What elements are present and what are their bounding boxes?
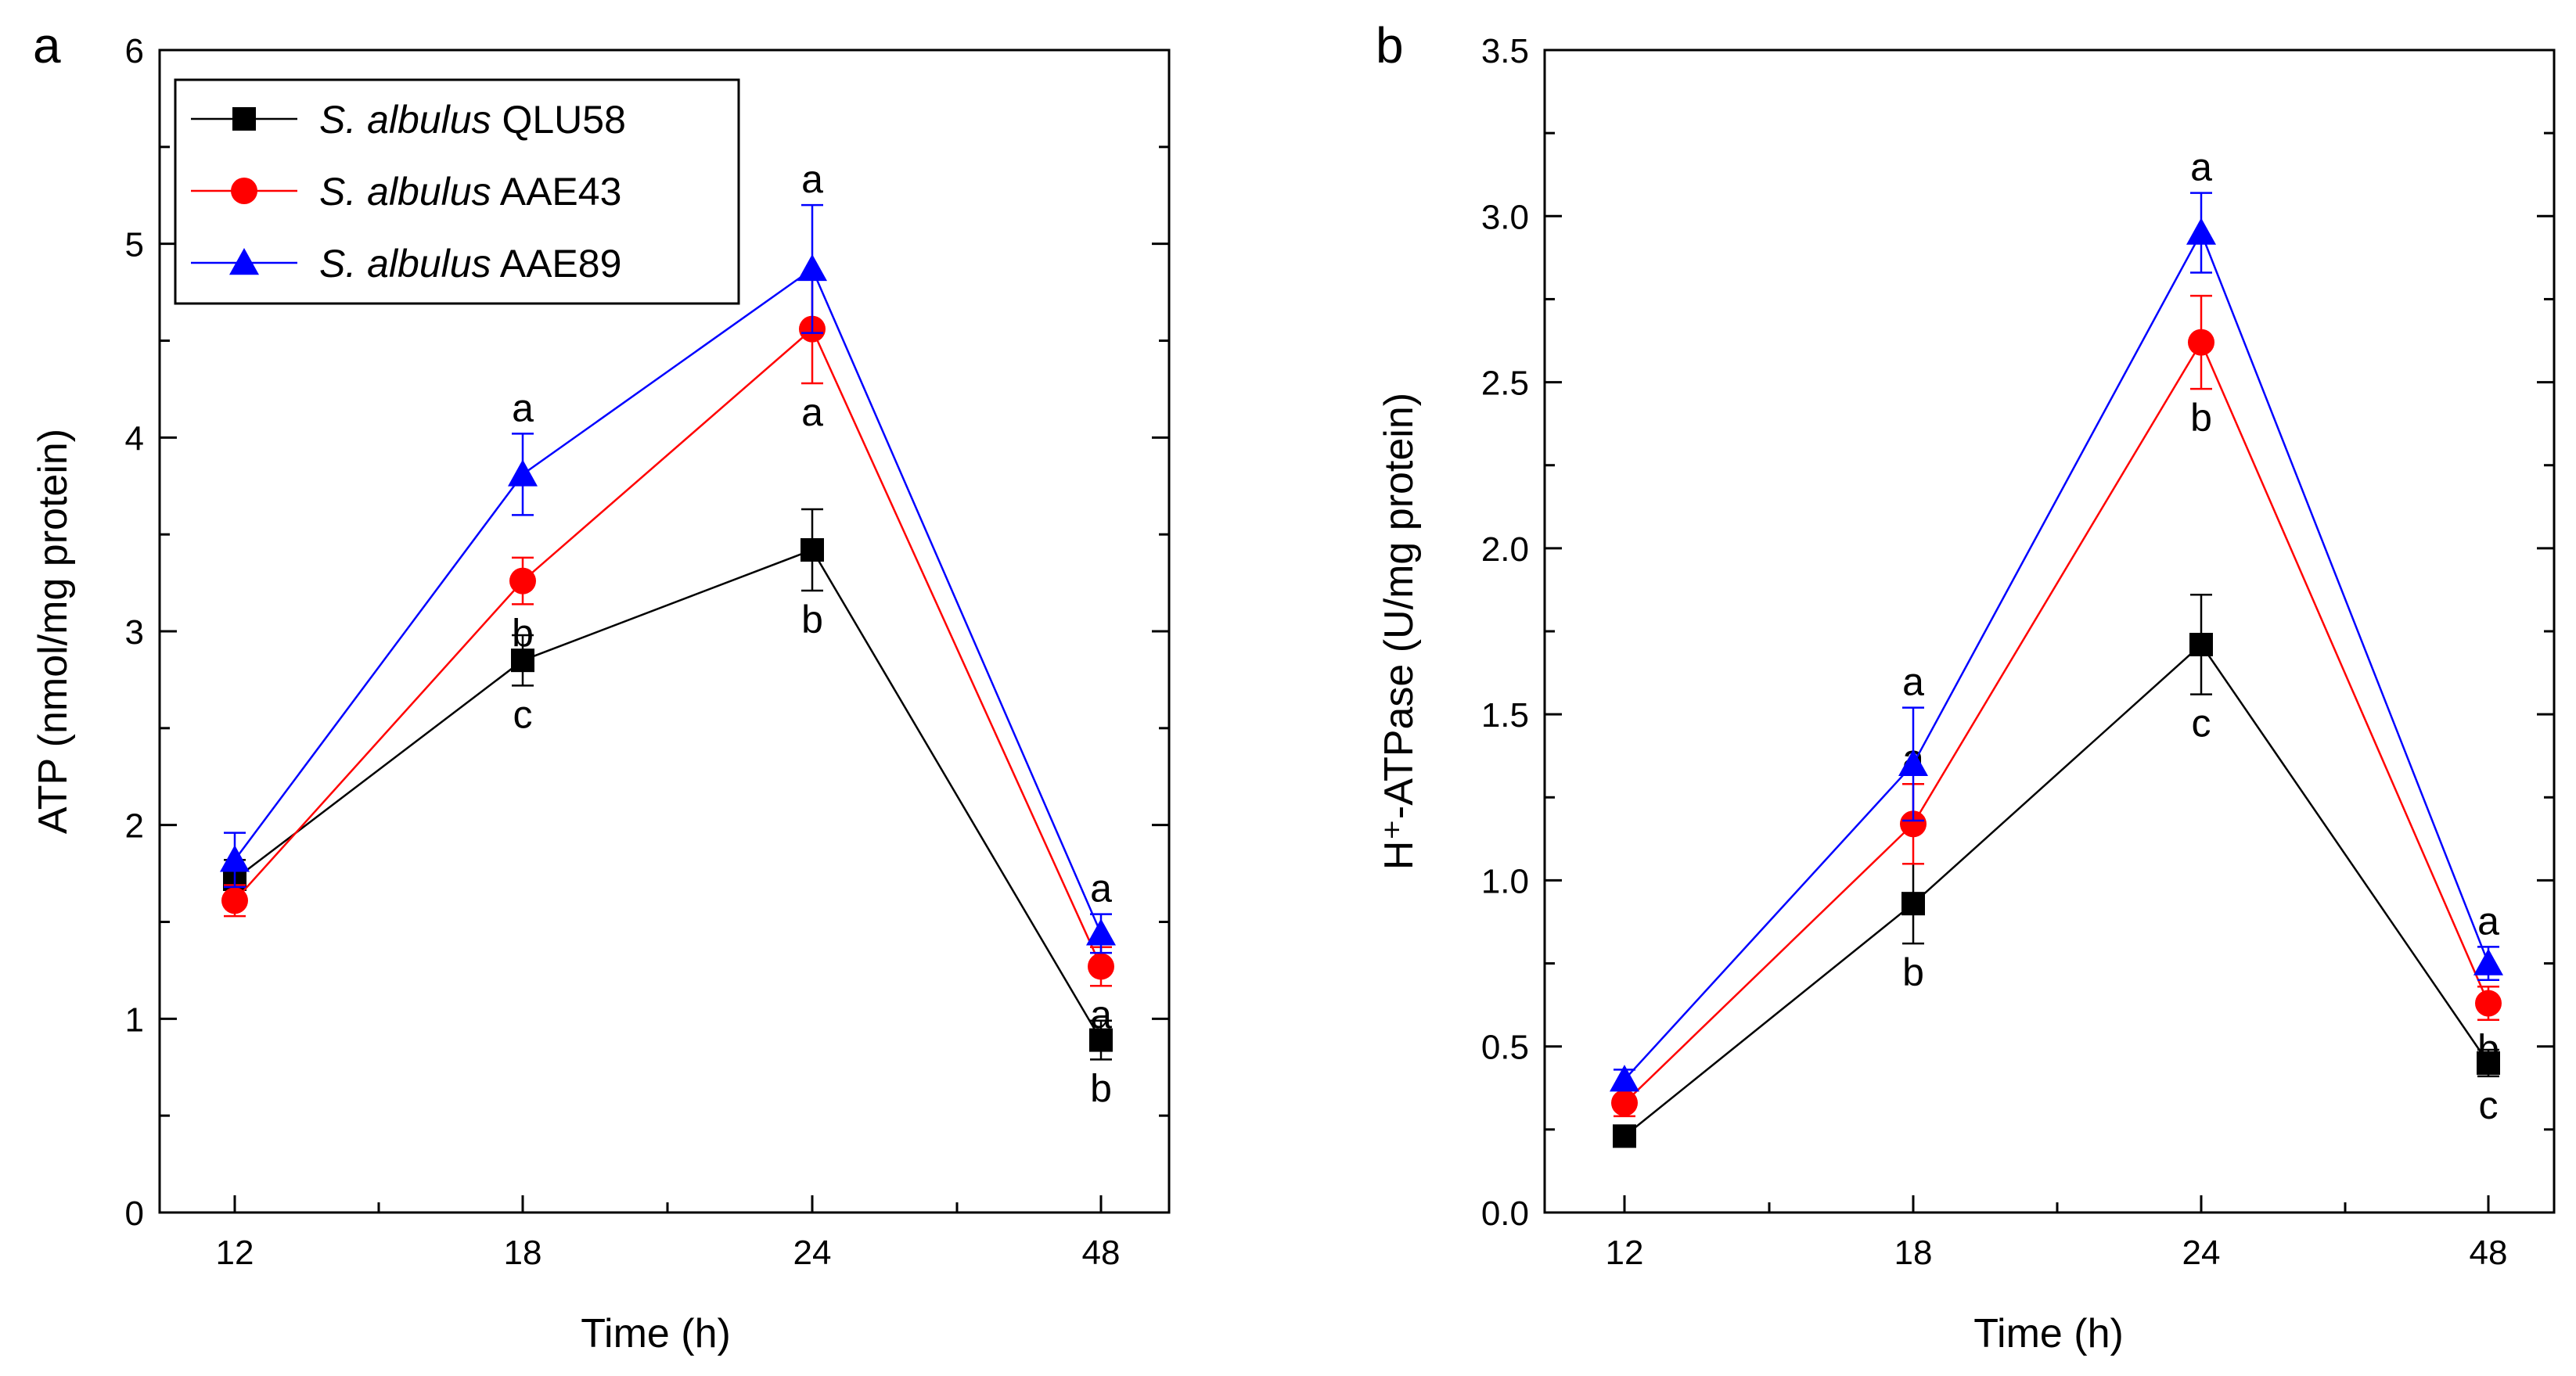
panel-b-h-atpase-chart: b 0.0 0.5 1.0 1.5 2.0 2.5 3.0 3.5 12 18 24 48 Time (h… bbox=[1376, 17, 2556, 1356]
legend: S. albulus QLU58 S. albulus AAE43 S. albul… bbox=[174, 78, 740, 305]
triangle-marker bbox=[2473, 948, 2503, 975]
panel-label: b bbox=[1376, 17, 1404, 74]
series-circle: b a a bbox=[221, 274, 1114, 1036]
significance-letter: a bbox=[801, 390, 823, 434]
series-triangle: a a a bbox=[220, 157, 1116, 954]
series-line bbox=[233, 267, 1103, 934]
triangle-marker bbox=[1086, 918, 1116, 946]
y-tick-label: 1 bbox=[125, 1001, 144, 1039]
significance-letter: b bbox=[801, 598, 823, 641]
series-line bbox=[1624, 643, 2490, 1137]
y-axis-title: H⁺-ATPase (U/mg protein) bbox=[1376, 393, 1422, 870]
x-tick-label: 12 bbox=[216, 1234, 254, 1272]
triangle-marker bbox=[1898, 749, 1928, 777]
y-tick-label: 2 bbox=[125, 807, 144, 846]
series-line bbox=[234, 548, 1103, 1041]
square-marker bbox=[1613, 1124, 1636, 1148]
x-tick-label: 48 bbox=[2470, 1234, 2508, 1272]
y-tick-label: 0.0 bbox=[1481, 1195, 1529, 1233]
circle-marker bbox=[1900, 810, 1927, 838]
significance-letter: a bbox=[801, 157, 823, 201]
square-marker bbox=[232, 107, 256, 131]
square-marker bbox=[1089, 1028, 1113, 1052]
significance-letter: a bbox=[2190, 146, 2212, 189]
legend-entry: S. albulus QLU58 bbox=[191, 98, 626, 142]
significance-letter: b bbox=[512, 611, 534, 655]
y-tick-label: 2.0 bbox=[1481, 530, 1529, 569]
series-triangle: a a a bbox=[1610, 146, 2503, 1092]
significance-letter: a bbox=[1090, 993, 1112, 1036]
circle-marker bbox=[1611, 1089, 1638, 1116]
series-line bbox=[1624, 230, 2490, 1081]
y-tick-label: 0 bbox=[125, 1195, 144, 1233]
x-axis-title: Time (h) bbox=[581, 1311, 731, 1356]
triangle-marker bbox=[229, 248, 259, 275]
significance-letter: a bbox=[1902, 660, 1924, 704]
significance-letter: c bbox=[513, 692, 533, 736]
triangle-marker bbox=[508, 459, 538, 487]
y-tick-label: 5 bbox=[125, 226, 144, 264]
legend-label: S. albulus AAE89 bbox=[319, 242, 621, 286]
circle-marker bbox=[509, 567, 536, 595]
triangle-marker bbox=[1610, 1065, 1639, 1092]
significance-letter: c bbox=[2192, 702, 2211, 745]
y-tick-label: 4 bbox=[125, 419, 144, 458]
significance-letter: c bbox=[2479, 1083, 2499, 1127]
panel-label: a bbox=[33, 17, 61, 74]
triangle-marker bbox=[797, 253, 827, 282]
significance-letter: b bbox=[2477, 1027, 2499, 1071]
y-tick-label: 2.5 bbox=[1481, 365, 1529, 403]
y-tick-label: 6 bbox=[125, 32, 144, 70]
circle-marker bbox=[2475, 990, 2502, 1017]
y-tick-label: 0.5 bbox=[1481, 1029, 1529, 1067]
square-marker bbox=[1901, 892, 1925, 916]
significance-letter: a bbox=[512, 386, 534, 429]
y-axis-title: ATP (nmol/mg protein) bbox=[31, 429, 76, 834]
circle-marker bbox=[231, 178, 257, 204]
y-tick-label: 3.5 bbox=[1481, 32, 1529, 70]
circle-marker bbox=[2188, 329, 2214, 356]
series-line bbox=[234, 327, 1103, 967]
triangle-marker bbox=[2186, 217, 2216, 245]
significance-letter: b bbox=[1090, 1066, 1112, 1110]
x-tick-label: 18 bbox=[1894, 1234, 1933, 1272]
legend-entry: S. albulus AAE89 bbox=[191, 242, 621, 286]
y-tick-label: 1.5 bbox=[1481, 696, 1529, 735]
x-axis-title: Time (h) bbox=[1973, 1311, 2124, 1356]
x-tick-label: 24 bbox=[2182, 1234, 2221, 1272]
significance-letter: b bbox=[2190, 396, 2212, 440]
series-square: cbb bbox=[223, 508, 1113, 1110]
x-tick-label: 48 bbox=[1082, 1234, 1121, 1272]
y-tick-label: 3.0 bbox=[1481, 198, 1529, 236]
circle-marker bbox=[221, 887, 248, 914]
significance-letter: b bbox=[1902, 950, 1924, 994]
x-tick-label: 24 bbox=[793, 1234, 832, 1272]
square-marker bbox=[2477, 1051, 2500, 1075]
x-tick-label: 12 bbox=[1606, 1234, 1644, 1272]
significance-letter: a bbox=[2477, 899, 2499, 943]
square-marker bbox=[801, 537, 824, 562]
y-tick-label: 3 bbox=[125, 613, 144, 652]
legend-label: S. albulus AAE43 bbox=[319, 170, 621, 214]
legend-entry: S. albulus AAE43 bbox=[191, 170, 621, 214]
y-tick-label: 1.0 bbox=[1481, 862, 1529, 900]
x-tick-label: 18 bbox=[504, 1234, 542, 1272]
square-marker bbox=[511, 648, 534, 673]
series-line bbox=[1624, 340, 2490, 1104]
square-marker bbox=[2189, 632, 2213, 656]
significance-letter: a bbox=[1090, 867, 1112, 911]
legend-label: S. albulus QLU58 bbox=[319, 98, 626, 142]
triangle-marker bbox=[220, 845, 250, 872]
circle-marker bbox=[1088, 953, 1114, 980]
series-square: bcc bbox=[1613, 594, 2500, 1148]
